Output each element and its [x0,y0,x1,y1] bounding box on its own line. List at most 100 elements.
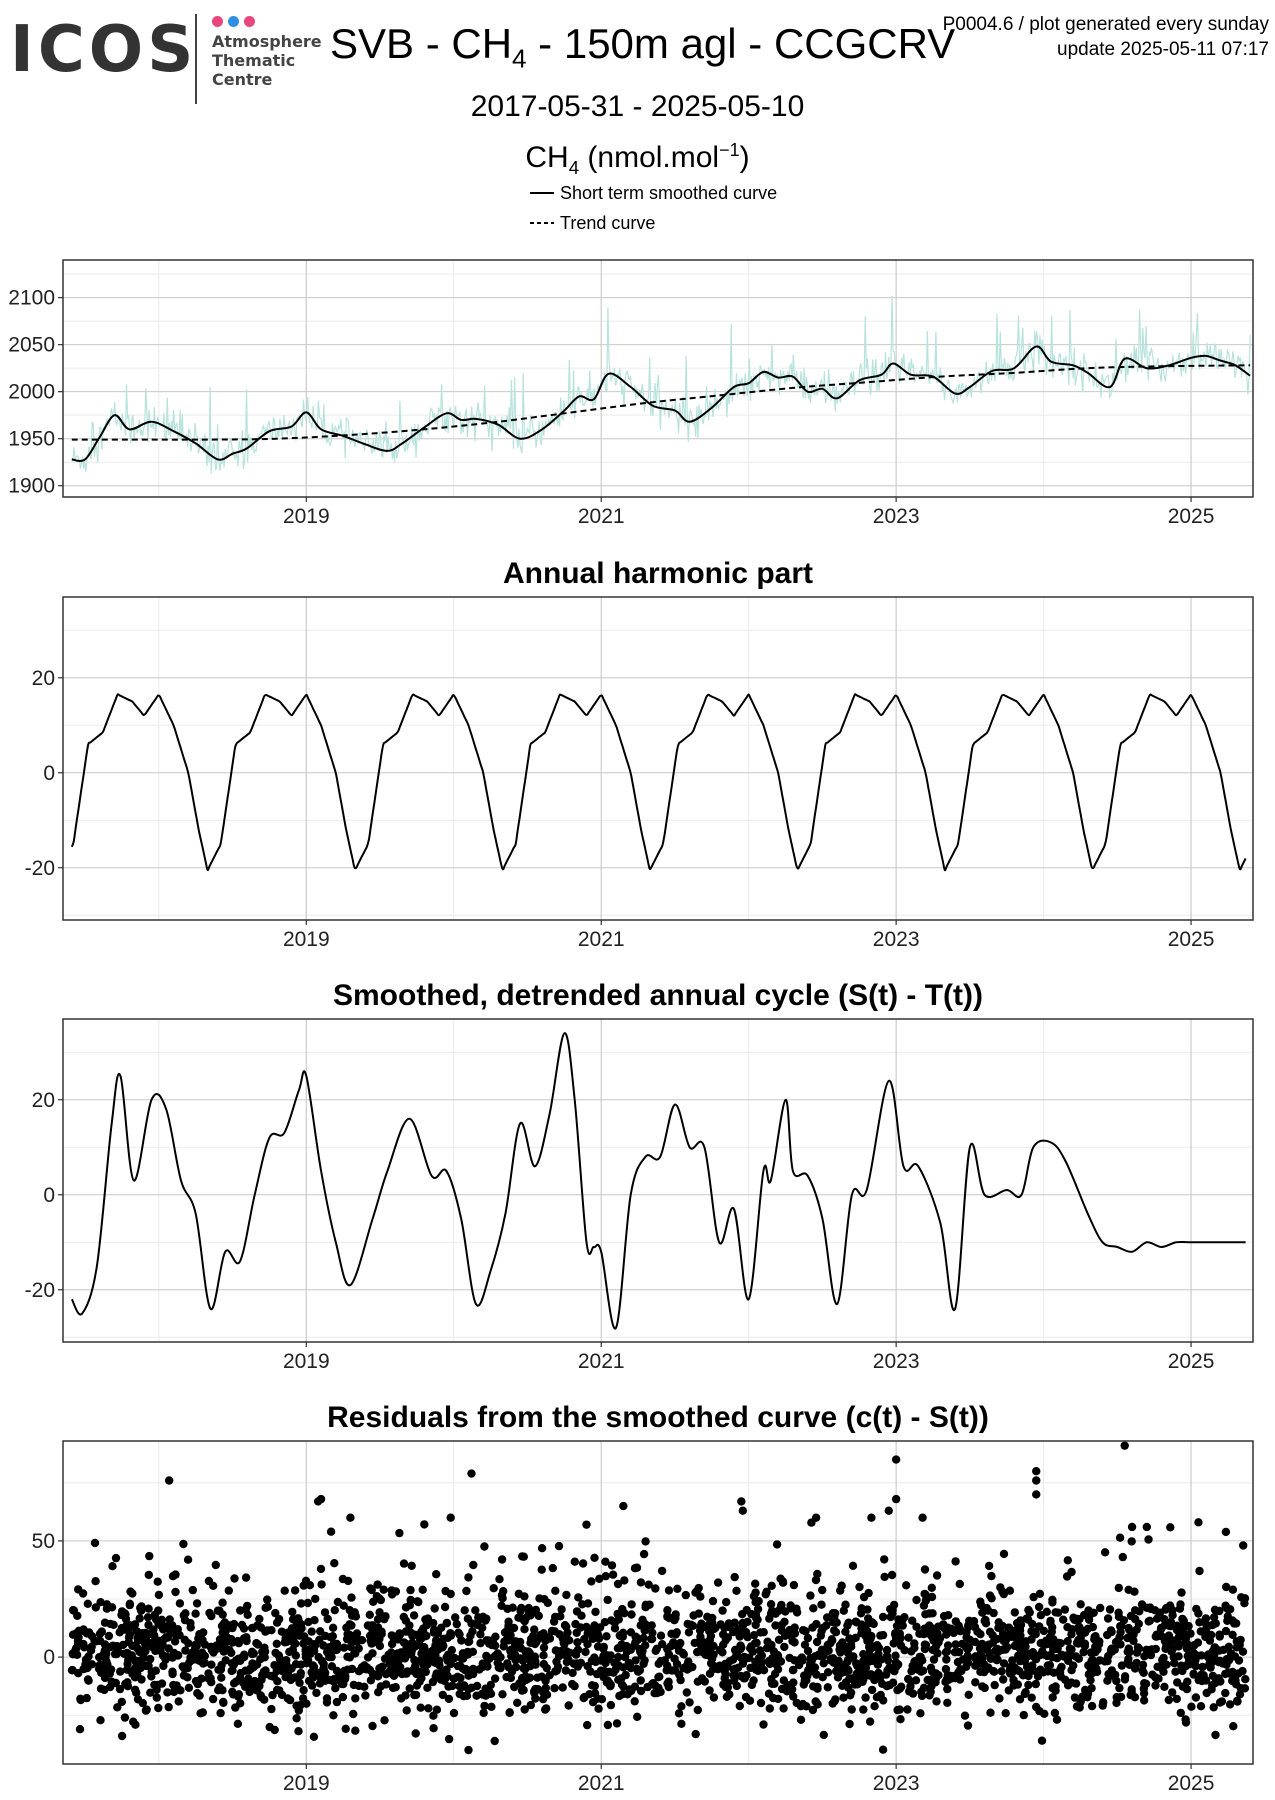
residual-point [648,1628,657,1638]
residual-point [1186,1629,1195,1638]
residual-point [316,1627,325,1636]
residual-point [943,1698,952,1708]
residual-point [641,1537,650,1546]
residual-point [84,1652,93,1661]
residual-point [1191,1656,1200,1665]
residual-point [588,1634,598,1644]
x-tick-label: 2023 [873,1350,920,1373]
residual-point [272,1639,281,1649]
residual-point [269,1672,278,1681]
residual-point [186,1623,195,1632]
residual-point [184,1683,194,1693]
residual-point [236,1699,245,1708]
residual-point [207,1660,216,1669]
residual-point [779,1676,788,1685]
residual-point [590,1553,599,1563]
residual-point [581,1647,590,1657]
residual-point [963,1721,973,1730]
residual-point [1035,1589,1045,1599]
residual-point [1181,1637,1190,1647]
residual-point [831,1628,841,1637]
residual-point [1048,1598,1057,1607]
residual-point [950,1671,959,1681]
residual-point [310,1616,319,1625]
residual-point [161,1655,170,1664]
residual-point [419,1624,428,1633]
legend-swatch-dashed [530,222,554,224]
residual-point [1006,1669,1015,1678]
residual-point [685,1698,694,1707]
residual-point [786,1601,795,1610]
residual-point [1032,1476,1041,1485]
residual-point [663,1606,672,1615]
residual-point [366,1676,376,1685]
residual-point [932,1697,941,1706]
residual-point [296,1671,305,1680]
residual-point [794,1656,803,1665]
residual-point [779,1704,788,1713]
residual-point [884,1506,893,1515]
residual-point [368,1649,377,1658]
residual-point [902,1581,911,1590]
icos-logo: ICOS [10,13,198,87]
residual-point [1067,1678,1076,1687]
residual-point [1065,1644,1075,1653]
residual-point [459,1691,468,1701]
residual-point [601,1572,610,1581]
residual-point [766,1600,776,1609]
residual-point [124,1633,134,1642]
residual-point [1084,1606,1093,1615]
residual-point [802,1676,811,1685]
residual-point [1240,1684,1250,1693]
residual-point [1046,1618,1055,1627]
residual-point [702,1641,712,1650]
residual-point [401,1691,410,1700]
residual-point [141,1706,151,1715]
residual-point [332,1645,341,1655]
residual-point [721,1635,730,1645]
residual-point [590,1689,600,1698]
residual-point [311,1594,320,1604]
residual-point [894,1660,903,1669]
residual-point [467,1619,476,1628]
residual-point [856,1609,866,1618]
residual-point [471,1606,480,1615]
residual-point [1112,1693,1121,1702]
residual-point [870,1675,879,1685]
residual-point [943,1641,953,1650]
residual-point [401,1603,411,1612]
residual-point [1060,1605,1070,1614]
residual-point [270,1661,279,1670]
residual-point [859,1592,869,1602]
residual-point [329,1711,338,1720]
residual-point [774,1635,784,1645]
residual-point [925,1691,934,1700]
residual-point [1209,1703,1218,1712]
x-tick-label: 2021 [578,1350,625,1373]
y-tick-label: -20 [25,857,55,880]
residual-point [723,1678,732,1688]
residual-point [331,1684,340,1693]
residual-point [451,1613,460,1622]
residual-point [684,1628,694,1637]
residual-point [1198,1662,1207,1672]
logo-dot-2 [228,16,239,27]
residual-point [993,1644,1002,1654]
residual-point [630,1564,640,1573]
residual-point [978,1682,987,1691]
residual-point [402,1706,411,1715]
residual-point [1114,1583,1124,1593]
residual-point [76,1695,86,1705]
residual-point [976,1630,985,1639]
residual-point [737,1497,746,1506]
residual-point [248,1649,257,1659]
residual-point [1004,1623,1014,1632]
residual-point [171,1570,180,1579]
residual-point [636,1578,646,1587]
residual-point [316,1494,326,1504]
residual-point [804,1665,814,1674]
residual-point [228,1687,237,1697]
residual-point [432,1570,441,1579]
x-tick-label: 2023 [873,505,920,528]
